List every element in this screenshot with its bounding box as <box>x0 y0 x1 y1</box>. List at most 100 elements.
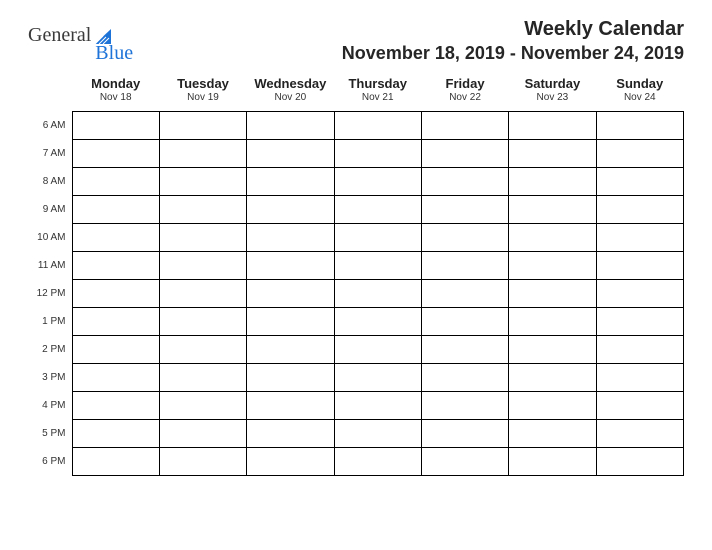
date-header: Nov 24 <box>596 92 683 112</box>
calendar-cell <box>334 280 421 308</box>
calendar-cell <box>247 280 334 308</box>
logo: General Blue <box>28 18 153 59</box>
date-header: Nov 22 <box>421 92 508 112</box>
calendar-cell <box>159 252 246 280</box>
calendar-cell <box>334 252 421 280</box>
calendar-cell <box>334 308 421 336</box>
time-row: 8 AM <box>28 168 684 196</box>
calendar-cell <box>159 364 246 392</box>
calendar-page: General Blue Weekly Calendar November 18… <box>0 0 712 550</box>
calendar-cell <box>334 336 421 364</box>
calendar-cell <box>421 392 508 420</box>
time-row: 4 PM <box>28 392 684 420</box>
time-row: 12 PM <box>28 280 684 308</box>
calendar-cell <box>247 308 334 336</box>
day-header: Monday <box>72 76 159 92</box>
time-label: 1 PM <box>28 308 72 336</box>
calendar-cell <box>72 392 159 420</box>
time-label: 7 AM <box>28 140 72 168</box>
calendar-table: Monday Tuesday Wednesday Thursday Friday… <box>28 76 684 476</box>
calendar-cell <box>72 336 159 364</box>
calendar-cell <box>421 140 508 168</box>
calendar-cell <box>247 448 334 476</box>
time-row: 1 PM <box>28 308 684 336</box>
time-row: 9 AM <box>28 196 684 224</box>
day-header: Saturday <box>509 76 596 92</box>
calendar-cell <box>72 308 159 336</box>
time-label: 12 PM <box>28 280 72 308</box>
calendar-cell <box>247 196 334 224</box>
calendar-cell <box>247 224 334 252</box>
calendar-cell <box>509 196 596 224</box>
calendar-cell <box>596 420 683 448</box>
calendar-cell <box>509 336 596 364</box>
time-label: 11 AM <box>28 252 72 280</box>
date-header: Nov 20 <box>247 92 334 112</box>
calendar-cell <box>421 112 508 140</box>
time-label: 3 PM <box>28 364 72 392</box>
calendar-cell <box>159 168 246 196</box>
calendar-cell <box>159 224 246 252</box>
day-header-row: Monday Tuesday Wednesday Thursday Friday… <box>28 76 684 92</box>
time-label: 5 PM <box>28 420 72 448</box>
calendar-cell <box>247 336 334 364</box>
calendar-cell <box>159 392 246 420</box>
calendar-cell <box>596 168 683 196</box>
day-header: Thursday <box>334 76 421 92</box>
time-row: 2 PM <box>28 336 684 364</box>
header-corner <box>28 76 72 92</box>
calendar-cell <box>247 168 334 196</box>
calendar-cell <box>596 252 683 280</box>
time-label: 6 AM <box>28 112 72 140</box>
calendar-grid: Monday Tuesday Wednesday Thursday Friday… <box>28 76 684 476</box>
calendar-cell <box>247 364 334 392</box>
calendar-cell <box>159 420 246 448</box>
time-label: 10 AM <box>28 224 72 252</box>
calendar-cell <box>334 196 421 224</box>
calendar-cell <box>509 168 596 196</box>
calendar-cell <box>72 168 159 196</box>
calendar-cell <box>421 196 508 224</box>
calendar-cell <box>159 196 246 224</box>
calendar-cell <box>509 420 596 448</box>
time-row: 7 AM <box>28 140 684 168</box>
calendar-cell <box>72 140 159 168</box>
date-header: Nov 19 <box>159 92 246 112</box>
calendar-cell <box>509 392 596 420</box>
calendar-cell <box>596 392 683 420</box>
calendar-cell <box>334 420 421 448</box>
time-row: 10 AM <box>28 224 684 252</box>
calendar-cell <box>509 364 596 392</box>
time-row: 6 AM <box>28 112 684 140</box>
calendar-cell <box>421 420 508 448</box>
calendar-cell <box>596 364 683 392</box>
calendar-cell <box>159 308 246 336</box>
calendar-cell <box>509 448 596 476</box>
day-header: Wednesday <box>247 76 334 92</box>
calendar-cell <box>247 252 334 280</box>
calendar-cell <box>509 112 596 140</box>
time-label: 2 PM <box>28 336 72 364</box>
calendar-cell <box>334 112 421 140</box>
calendar-cell <box>596 140 683 168</box>
calendar-cell <box>334 224 421 252</box>
calendar-cell <box>421 252 508 280</box>
time-label: 4 PM <box>28 392 72 420</box>
calendar-cell <box>247 140 334 168</box>
calendar-cell <box>159 280 246 308</box>
calendar-cell <box>72 112 159 140</box>
calendar-cell <box>596 280 683 308</box>
calendar-cell <box>72 196 159 224</box>
day-header: Friday <box>421 76 508 92</box>
calendar-cell <box>247 392 334 420</box>
calendar-cell <box>421 364 508 392</box>
calendar-cell <box>72 420 159 448</box>
date-header: Nov 18 <box>72 92 159 112</box>
calendar-cell <box>421 308 508 336</box>
calendar-cell <box>247 420 334 448</box>
header-corner <box>28 92 72 112</box>
title-block: Weekly Calendar November 18, 2019 - Nove… <box>342 18 684 64</box>
calendar-cell <box>596 308 683 336</box>
calendar-cell <box>596 448 683 476</box>
calendar-cell <box>72 252 159 280</box>
